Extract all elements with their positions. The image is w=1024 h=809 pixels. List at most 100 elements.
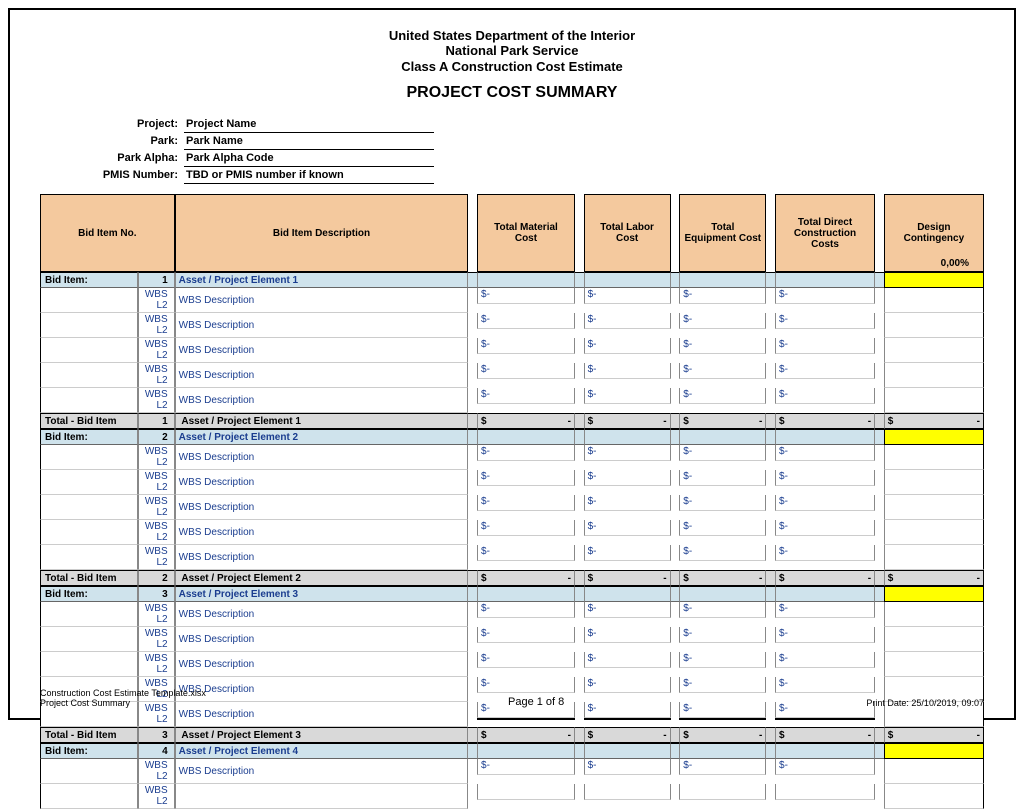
- total-bid-row: Total - Bid Item2 Asset / Project Elemen…: [40, 570, 984, 586]
- bid-header-cell: [775, 743, 875, 759]
- total-num: 2: [138, 570, 175, 586]
- bid-header-cell: [679, 586, 766, 602]
- wbs-equipment: $-: [679, 495, 766, 511]
- wbs-l2: WBS L2: [138, 759, 175, 784]
- bid-item-asset: Asset / Project Element 2: [175, 429, 469, 445]
- total-material: $-: [477, 570, 575, 586]
- wbs-blank: [40, 627, 138, 652]
- wbs-dc: [884, 363, 984, 388]
- project-meta: Project: Project Name Park: Park Name Pa…: [80, 116, 984, 184]
- bid-item-number: 2: [138, 429, 175, 445]
- wbs-material: [477, 784, 575, 800]
- wbs-blank: [40, 363, 138, 388]
- wbs-blank: [40, 313, 138, 338]
- wbs-blank: [40, 545, 138, 570]
- total-bid-row: Total - Bid Item3 Asset / Project Elemen…: [40, 727, 984, 743]
- header-line-2: National Park Service: [40, 43, 984, 58]
- meta-project-label: Project:: [80, 116, 184, 133]
- wbs-l2: WBS L2: [138, 652, 175, 677]
- total-num: 3: [138, 727, 175, 743]
- wbs-dc: [884, 627, 984, 652]
- wbs-blank: [40, 759, 138, 784]
- dc-yellow-cell: [884, 429, 984, 445]
- wbs-labor: $-: [584, 627, 671, 643]
- bid-item-asset: Asset / Project Element 4: [175, 743, 469, 759]
- th-total-labor: Total Labor Cost: [584, 194, 671, 272]
- wbs-l2: WBS L2: [138, 338, 175, 363]
- th-bid-item-no: Bid Item No.: [40, 194, 175, 272]
- wbs-equipment: $-: [679, 338, 766, 354]
- wbs-dc: [884, 288, 984, 313]
- wbs-equipment: $-: [679, 652, 766, 668]
- bid-header-cell: [679, 429, 766, 445]
- wbs-row: WBS L2WBS Description$-$-$-$-: [40, 313, 984, 338]
- wbs-labor: $-: [584, 652, 671, 668]
- bid-item-label: Bid Item:: [40, 586, 138, 602]
- bid-header-cell: [584, 586, 671, 602]
- bid-header-cell: [679, 743, 766, 759]
- wbs-row: WBS L2WBS Description$-$-$-$-: [40, 652, 984, 677]
- cost-table-wrap: Bid Item No. Bid Item Description Total …: [40, 194, 984, 809]
- header-line-1: United States Department of the Interior: [40, 28, 984, 43]
- cost-table: Bid Item No. Bid Item Description Total …: [40, 194, 984, 809]
- wbs-material: $-: [477, 759, 575, 775]
- bid-header-cell: [775, 272, 875, 288]
- total-material: $-: [477, 727, 575, 743]
- wbs-desc: WBS Description: [175, 470, 469, 495]
- wbs-material: $-: [477, 652, 575, 668]
- dc-yellow-cell: [884, 743, 984, 759]
- wbs-row: WBS L2WBS Description$-$-$-$-: [40, 627, 984, 652]
- th-total-equipment: Total Equipment Cost: [679, 194, 766, 272]
- bid-item-number: 1: [138, 272, 175, 288]
- wbs-blank: [40, 445, 138, 470]
- wbs-dc: [884, 338, 984, 363]
- wbs-labor: $-: [584, 363, 671, 379]
- total-label: Total - Bid Item: [40, 413, 138, 429]
- wbs-dc: [884, 388, 984, 413]
- wbs-equipment: $-: [679, 445, 766, 461]
- wbs-labor: $-: [584, 520, 671, 536]
- wbs-equipment: $-: [679, 288, 766, 304]
- th-dc-pct: 0,00%: [941, 258, 977, 269]
- wbs-row: WBS L2WBS Description$-$-$-$-: [40, 470, 984, 495]
- bid-item-number: 4: [138, 743, 175, 759]
- wbs-equipment: $-: [679, 545, 766, 561]
- th-design-contingency: Design Contingency 0,00%: [884, 194, 984, 272]
- wbs-l2: WBS L2: [138, 627, 175, 652]
- wbs-blank: [40, 288, 138, 313]
- wbs-direct: $-: [775, 388, 875, 404]
- wbs-l2: WBS L2: [138, 602, 175, 627]
- wbs-row: WBS L2WBS Description$-$-$-$-: [40, 495, 984, 520]
- wbs-desc: WBS Description: [175, 652, 469, 677]
- bid-item-asset: Asset / Project Element 3: [175, 586, 469, 602]
- total-equipment: $-: [679, 570, 766, 586]
- wbs-dc: [884, 759, 984, 784]
- total-labor: $-: [584, 570, 671, 586]
- wbs-material: $-: [477, 470, 575, 486]
- page-footer: Construction Cost Estimate Template.xlsx…: [40, 688, 984, 708]
- wbs-blank: [40, 652, 138, 677]
- wbs-desc: WBS Description: [175, 545, 469, 570]
- wbs-material: $-: [477, 627, 575, 643]
- wbs-direct: $-: [775, 338, 875, 354]
- total-label: Total - Bid Item: [40, 727, 138, 743]
- header-title: PROJECT COST SUMMARY: [40, 84, 984, 102]
- wbs-direct: [775, 784, 875, 800]
- meta-project-value: Project Name: [184, 116, 434, 133]
- wbs-labor: $-: [584, 759, 671, 775]
- total-direct: $-: [775, 413, 875, 429]
- wbs-equipment: $-: [679, 759, 766, 775]
- wbs-desc: WBS Description: [175, 759, 469, 784]
- wbs-direct: $-: [775, 445, 875, 461]
- total-num: 1: [138, 413, 175, 429]
- wbs-desc: WBS Description: [175, 495, 469, 520]
- total-label: Total - Bid Item: [40, 570, 138, 586]
- header-line-3: Class A Construction Cost Estimate: [40, 59, 984, 74]
- wbs-desc: WBS Description: [175, 288, 469, 313]
- wbs-material: $-: [477, 445, 575, 461]
- wbs-direct: $-: [775, 288, 875, 304]
- wbs-dc: [884, 313, 984, 338]
- wbs-desc: WBS Description: [175, 313, 469, 338]
- footer-sheet: Project Cost Summary: [40, 698, 206, 708]
- wbs-l2: WBS L2: [138, 495, 175, 520]
